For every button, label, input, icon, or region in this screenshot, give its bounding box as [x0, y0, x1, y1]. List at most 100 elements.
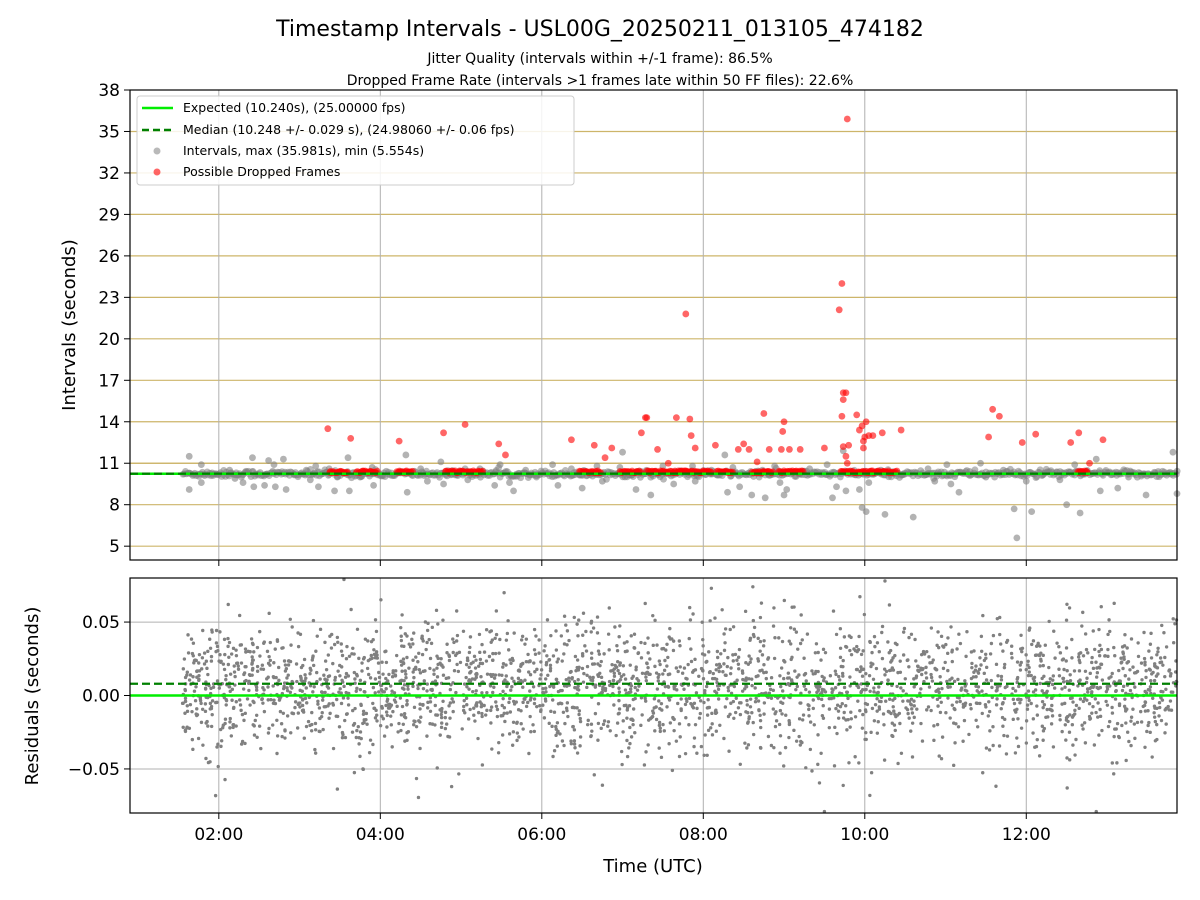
interval-point: [403, 488, 411, 496]
dropped-frame-point: [672, 414, 680, 422]
residual-point: [1036, 653, 1041, 657]
residual-point: [447, 658, 452, 663]
residual-point: [612, 671, 616, 675]
residual-point: [551, 754, 555, 759]
residual-point: [780, 712, 784, 716]
residual-point: [607, 606, 611, 610]
residual-point: [556, 657, 560, 661]
interval-point: [312, 462, 320, 470]
residual-point: [492, 676, 497, 680]
residual-point: [399, 625, 403, 630]
residual-point: [657, 723, 662, 728]
residual-point: [539, 660, 543, 664]
residual-point: [637, 684, 641, 688]
residual-point: [435, 666, 439, 670]
residual-point: [715, 655, 720, 660]
residual-point: [722, 736, 726, 741]
residual-point: [940, 735, 945, 739]
residual-point: [634, 665, 638, 669]
residual-point: [833, 686, 838, 690]
residual-point: [247, 672, 252, 677]
residual-point: [1147, 720, 1151, 725]
residual-point: [1112, 645, 1116, 650]
residual-point: [362, 655, 366, 660]
residual-point: [967, 732, 971, 737]
residual-point: [251, 666, 255, 671]
residual-point: [1098, 643, 1102, 647]
residual-point: [578, 716, 582, 721]
residual-point: [542, 649, 546, 653]
residual-point: [644, 671, 648, 675]
residual-point: [493, 651, 498, 656]
residual-point: [248, 703, 252, 707]
residual-point: [753, 686, 757, 690]
residual-point: [877, 699, 882, 704]
residual-point: [474, 689, 478, 693]
interval-point: [748, 491, 756, 499]
residual-point: [1093, 697, 1098, 701]
residual-point: [412, 631, 416, 635]
interval-point: [249, 454, 256, 462]
residual-point: [214, 628, 219, 633]
residual-point: [745, 746, 749, 750]
residual-point: [438, 708, 442, 712]
residual-point: [780, 639, 785, 644]
residual-point: [1155, 653, 1159, 657]
residual-point: [857, 634, 861, 639]
residual-point: [1010, 656, 1014, 660]
residual-point: [841, 658, 845, 663]
residual-point: [439, 712, 443, 717]
residual-point: [1113, 727, 1117, 731]
residual-point: [766, 656, 771, 660]
residual-point: [433, 679, 438, 683]
residual-point: [1005, 734, 1010, 738]
residual-point: [737, 667, 741, 671]
residual-point: [539, 708, 543, 712]
residual-point: [978, 656, 982, 660]
residual-point: [549, 633, 553, 638]
residual-point: [286, 663, 291, 667]
residual-point: [1098, 666, 1102, 670]
residual-point: [366, 672, 371, 677]
residual-point: [786, 671, 791, 675]
residual-point: [886, 640, 890, 644]
residual-point: [1034, 653, 1038, 657]
residual-point: [1031, 639, 1036, 643]
residual-point: [312, 685, 316, 689]
x-axis-label: Time (UTC): [602, 856, 703, 877]
residual-point: [510, 685, 514, 689]
interval-point: [282, 486, 290, 493]
residual-point: [438, 733, 442, 737]
residual-point: [406, 684, 410, 688]
residual-point: [811, 672, 815, 676]
residual-point: [1073, 708, 1077, 713]
residual-point: [974, 684, 978, 688]
residual-point: [428, 700, 433, 704]
residual-point: [406, 687, 410, 691]
residual-point: [1158, 660, 1162, 665]
residual-point: [201, 743, 205, 747]
residual-point: [795, 684, 800, 689]
residual-point: [762, 639, 766, 643]
residual-point: [769, 743, 774, 748]
residual-point: [1060, 729, 1064, 734]
residual-point: [340, 653, 345, 658]
residual-point: [929, 672, 933, 677]
residual-point: [477, 664, 481, 668]
interval-point: [999, 466, 1007, 474]
residual-point: [639, 696, 644, 700]
residual-point: [199, 701, 203, 706]
residual-point: [467, 650, 472, 655]
residual-point: [584, 629, 588, 634]
residual-point: [339, 691, 343, 695]
residual-point: [1017, 684, 1021, 689]
residual-point: [340, 678, 344, 683]
residual-point: [751, 632, 756, 637]
residual-point: [554, 727, 558, 731]
residual-point: [722, 662, 726, 666]
residual-point: [255, 664, 260, 669]
residual-point: [996, 674, 1000, 678]
residual-point: [929, 708, 933, 713]
residual-point: [210, 712, 214, 717]
residual-point: [686, 662, 690, 667]
